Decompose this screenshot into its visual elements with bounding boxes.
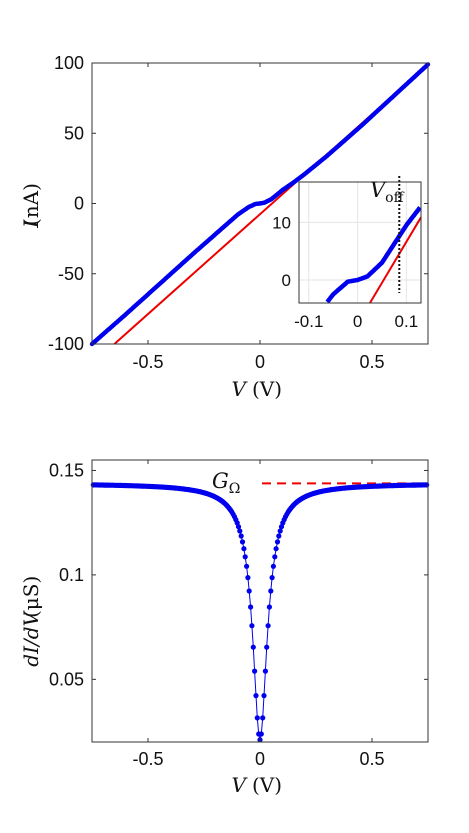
inset-y-tick-label: 0 bbox=[282, 271, 291, 290]
didv-y-tick-label: 0.1 bbox=[59, 565, 84, 585]
didv-data-point bbox=[266, 604, 272, 610]
didv-data-point bbox=[248, 604, 254, 610]
iv-y-tick-label: -100 bbox=[48, 334, 84, 354]
didv-data-point bbox=[253, 693, 259, 699]
inset-series-group bbox=[325, 206, 422, 304]
didv-data-point bbox=[242, 554, 248, 560]
didv-data-point bbox=[272, 554, 278, 560]
didv-data-point bbox=[254, 715, 260, 721]
didv-data-point bbox=[269, 575, 275, 581]
iv-y-axis-label-unit: (nA) bbox=[19, 183, 43, 226]
inset-x-tick-label: 0.1 bbox=[395, 312, 419, 331]
didv-y-tick-label: 0.15 bbox=[49, 460, 84, 480]
didv-data-point bbox=[237, 528, 243, 534]
iv-y-tick-label: 0 bbox=[74, 194, 84, 214]
iv-y-tick-label: 100 bbox=[54, 53, 84, 73]
voff-label-main: V bbox=[370, 178, 387, 202]
g-omega-label-main: G bbox=[212, 469, 229, 493]
iv-x-axis-label-unit: (V) bbox=[252, 377, 282, 401]
didv-data-point bbox=[277, 528, 283, 534]
iv-y-tick-label: 50 bbox=[64, 123, 84, 143]
didv-x-tick-label: -0.5 bbox=[132, 749, 163, 769]
didv-data-point bbox=[235, 524, 242, 530]
didv-tick-group: -0.5 0 0.5 0.05 0.1 0.15 bbox=[49, 460, 428, 769]
inset-x-tick-label: 0 bbox=[353, 312, 362, 331]
didv-data-point bbox=[265, 623, 271, 629]
didv-x-axis-label-unit: (V) bbox=[252, 773, 282, 797]
didv-data-point bbox=[250, 644, 256, 650]
inset-x-tick-label: -0.1 bbox=[294, 312, 323, 331]
voff-label-sub: off bbox=[385, 190, 404, 206]
didv-x-tick-label: 0 bbox=[255, 749, 265, 769]
didv-data-point bbox=[246, 588, 252, 594]
didv-data-point bbox=[258, 731, 264, 737]
didv-series-group bbox=[90, 482, 430, 743]
didv-data-point bbox=[261, 693, 267, 699]
g-omega-label: GΩ bbox=[212, 469, 240, 497]
didv-data-point bbox=[239, 539, 246, 545]
didv-data-point bbox=[260, 715, 266, 721]
didv-y-axis-label-unit: (μS) bbox=[19, 576, 43, 618]
didv-data-point bbox=[273, 546, 279, 552]
didv-plot-area bbox=[92, 460, 428, 742]
didv-data-point bbox=[249, 623, 255, 629]
didv-data-point bbox=[245, 575, 251, 581]
inset-ohmic-fit-line bbox=[369, 216, 422, 304]
inset-plot-area bbox=[299, 182, 421, 303]
didv-x-axis-label-var: V bbox=[232, 773, 249, 797]
didv-data-point bbox=[244, 563, 250, 569]
didv-data-point bbox=[264, 644, 270, 650]
didv-data-point bbox=[252, 668, 258, 674]
iv-x-axis-label-var: V bbox=[232, 377, 249, 401]
iv-x-tick-label: -0.5 bbox=[132, 352, 163, 372]
didv-y-axis-label-var: dI/dV bbox=[19, 609, 43, 666]
didv-y-tick-label: 0.05 bbox=[49, 669, 84, 689]
didv-data-point bbox=[241, 546, 247, 552]
iv-x-tick-label: 0 bbox=[255, 352, 265, 372]
iv-series-group bbox=[89, 62, 431, 347]
inset-y-tick-label: 10 bbox=[272, 213, 291, 232]
didv-chart-panel: -0.5 0 0.5 0.05 0.1 0.15 GΩ dI/dV (μS) V (V) bbox=[19, 459, 430, 797]
inset-data-curve bbox=[325, 206, 422, 304]
didv-data-point bbox=[238, 533, 244, 539]
didv-x-tick-label: 0.5 bbox=[359, 749, 384, 769]
didv-data-point bbox=[424, 482, 430, 488]
iv-inset-panel: -0.1 0 0.1 0 10 Voff bbox=[272, 176, 422, 331]
g-omega-label-sub: Ω bbox=[229, 481, 241, 497]
iv-x-tick-label: 0.5 bbox=[359, 352, 384, 372]
didv-data-point bbox=[274, 539, 281, 545]
didv-data-point bbox=[276, 533, 282, 539]
didv-data-point bbox=[268, 588, 274, 594]
iv-y-tick-label: -50 bbox=[58, 264, 84, 284]
didv-data-point bbox=[270, 563, 276, 569]
didv-data-point bbox=[262, 668, 268, 674]
inset-tick-group: -0.1 0 0.1 0 10 bbox=[272, 213, 418, 331]
inset-plot-frame bbox=[298, 181, 422, 304]
iv-y-axis-label-var: I bbox=[19, 219, 43, 229]
voff-label: Voff bbox=[370, 178, 405, 206]
